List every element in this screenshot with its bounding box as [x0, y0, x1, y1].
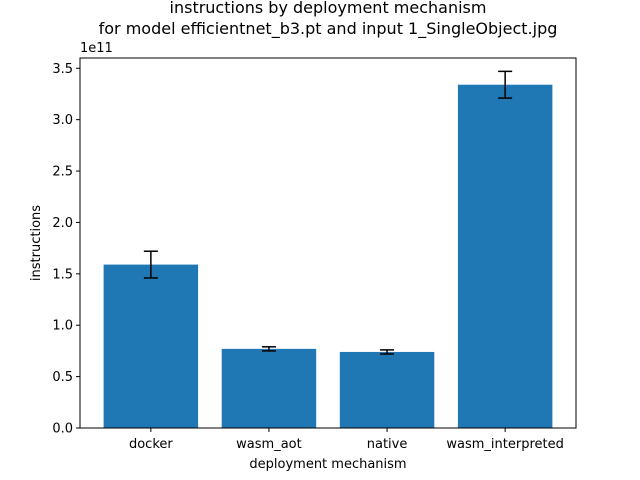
bar-docker	[103, 264, 199, 428]
bar-wasm_aot	[221, 348, 317, 428]
y-tick-label-1: 0.5	[52, 370, 73, 385]
error-bar-docker	[143, 250, 158, 279]
bars-layer	[103, 84, 553, 428]
y-tick-label-6: 3.0	[52, 113, 73, 128]
x-tick-label-native: native	[367, 437, 408, 452]
plot-area-frame	[79, 57, 577, 429]
chart-subtitle: for model efficientnet_b3.pt and input 1…	[99, 19, 558, 39]
bar-wasm_interpreted	[457, 84, 553, 428]
y-tick-label-0: 0.0	[52, 422, 73, 437]
error-bars-layer	[143, 70, 513, 355]
bar-native	[339, 351, 435, 428]
error-bar-native	[380, 349, 395, 355]
error-bar-wasm_aot	[261, 346, 276, 352]
y-axis-label: instructions	[29, 205, 44, 281]
x-tick-label-wasm_aot: wasm_aot	[236, 437, 302, 452]
x-tick-label-docker: docker	[129, 437, 173, 452]
x-tick-label-wasm_interpreted: wasm_interpreted	[446, 437, 563, 452]
y-tick-label-2: 1.0	[52, 319, 73, 334]
y-tick-label-4: 2.0	[52, 216, 73, 231]
y-axis-ticks: 0.0 0.5 1.0 1.5 2.0 2.5 3.0 3.5	[52, 62, 80, 437]
error-bar-wasm_interpreted	[498, 70, 513, 99]
y-tick-label-5: 2.5	[52, 165, 73, 180]
y-tick-label-3: 1.5	[52, 267, 73, 282]
x-axis-label: deployment mechanism	[249, 457, 406, 472]
y-tick-label-7: 3.5	[52, 62, 73, 77]
y-axis-multiplier: 1e11	[80, 41, 113, 56]
chart-title: instructions by deployment mechanism	[170, 0, 487, 17]
x-axis-ticks: docker wasm_aot native wasm_interpreted	[129, 428, 564, 452]
